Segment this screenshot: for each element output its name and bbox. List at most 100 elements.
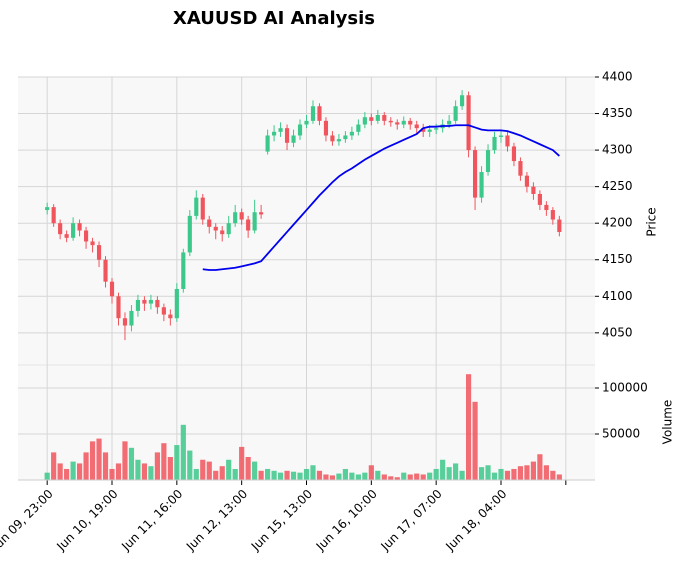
candle-body <box>259 212 264 215</box>
moving-average-line <box>202 124 560 271</box>
candle-body <box>304 120 309 125</box>
volume-bar <box>109 468 115 480</box>
volume-bar <box>265 468 271 480</box>
volume-bar <box>128 447 135 480</box>
y-tick-label: 4400 <box>602 70 633 84</box>
volume-bar <box>511 468 517 480</box>
candle-body <box>116 296 121 319</box>
volume-tick-label: 50000 <box>602 427 640 441</box>
candle-body <box>122 318 128 326</box>
volume-bar <box>433 468 439 480</box>
volume-bar <box>76 463 83 480</box>
candle-body <box>434 128 439 130</box>
y-tick-label: 4250 <box>602 179 633 193</box>
candle-body <box>498 135 504 137</box>
x-tick-label: Jun 09, 23:00 <box>0 487 56 554</box>
volume-bar <box>362 472 368 480</box>
volume-bar <box>446 467 452 480</box>
candle-body <box>505 135 510 147</box>
y-tick-label: 4350 <box>602 106 633 120</box>
candle-body <box>472 150 478 198</box>
volume-bar <box>57 463 63 480</box>
volume-bar <box>329 475 336 480</box>
candle-body <box>395 122 400 125</box>
candle-body <box>460 95 465 107</box>
x-tick-label: Jun 16, 10:00 <box>313 487 380 554</box>
x-tick-label: Jun 10, 19:00 <box>53 487 120 554</box>
candle-body <box>421 128 426 132</box>
candle-body <box>187 215 192 253</box>
candle-body <box>375 115 380 121</box>
volume-bar <box>290 471 297 480</box>
volume-bar <box>200 459 206 480</box>
candle-body <box>220 230 225 235</box>
candle-body <box>531 186 536 194</box>
candle-body <box>213 226 218 231</box>
candle-body <box>330 135 335 142</box>
volume-bar <box>70 461 76 480</box>
y-tick-label: 4050 <box>602 325 633 339</box>
volume-bar <box>148 466 154 480</box>
volume-bar <box>193 468 199 480</box>
volume-bar <box>517 466 524 480</box>
volume-bar <box>394 477 400 480</box>
candle-body <box>90 241 95 246</box>
candle-body <box>252 212 257 231</box>
candle-body <box>369 117 374 121</box>
volume-bar <box>239 446 245 480</box>
candle-body <box>142 299 147 304</box>
volume-bar <box>543 465 549 480</box>
candle-body <box>427 129 432 132</box>
candle-body <box>524 175 530 187</box>
volume-bar <box>465 374 472 480</box>
volume-bar <box>271 470 277 480</box>
volume-bar <box>89 441 96 480</box>
volume-bar <box>226 459 232 480</box>
candle-body <box>485 150 491 173</box>
volume-bar <box>180 424 186 480</box>
volume-bar <box>401 472 407 480</box>
volume-bar <box>537 454 543 480</box>
candle-body <box>207 219 212 227</box>
candle-body <box>174 288 179 319</box>
candle-body <box>239 212 244 220</box>
candle-body <box>537 193 542 205</box>
volume-bar <box>440 459 446 480</box>
volume-bar <box>530 461 537 480</box>
volume-bar <box>51 452 57 480</box>
x-tick-label: Jun 15, 13:00 <box>248 487 315 554</box>
candle-body <box>51 207 56 224</box>
volume-bar <box>355 474 361 480</box>
candle-body <box>200 197 205 220</box>
volume-bar <box>407 474 413 480</box>
x-tick-label: Jun 12, 13:00 <box>183 487 250 554</box>
volume-bar <box>414 473 420 480</box>
candle-body <box>447 120 452 125</box>
candle-body <box>297 124 303 136</box>
candle-body <box>129 310 134 326</box>
volume-bar <box>122 441 128 480</box>
volume-bar <box>485 465 491 480</box>
volume-bar <box>336 473 342 480</box>
candle-body <box>388 120 393 123</box>
candle-body <box>518 161 523 176</box>
candle-body <box>343 135 348 140</box>
volume-bar <box>310 465 316 480</box>
volume-bar <box>232 468 238 480</box>
y-tick-label: 4150 <box>602 252 633 266</box>
candle-body <box>291 135 296 143</box>
candle-body <box>77 223 82 231</box>
candle-body <box>550 210 555 220</box>
candle-body <box>310 106 316 121</box>
volume-bar <box>550 470 556 480</box>
y-tick-label: 4300 <box>602 143 633 157</box>
volume-bar <box>161 443 167 480</box>
candle-body <box>479 172 484 198</box>
volume-bar <box>323 474 329 480</box>
candle-body <box>45 207 50 211</box>
volume-bar <box>277 472 284 480</box>
volume-bar <box>375 470 381 480</box>
candle-body <box>181 252 186 289</box>
